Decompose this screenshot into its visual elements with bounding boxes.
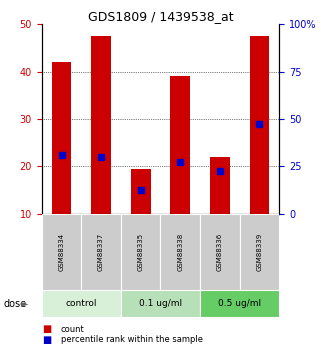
Bar [240,214,279,290]
Bar [200,214,240,290]
Bar [170,76,190,214]
Bar [210,157,230,214]
Text: ■: ■ [42,335,51,345]
Bar [131,169,151,214]
Title: GDS1809 / 1439538_at: GDS1809 / 1439538_at [88,10,233,23]
Bar [42,214,81,290]
Bar [42,290,121,317]
Text: GSM88338: GSM88338 [177,233,183,271]
Text: 0.1 ug/ml: 0.1 ug/ml [139,299,182,308]
Text: GSM88337: GSM88337 [98,233,104,271]
Text: percentile rank within the sample: percentile rank within the sample [61,335,203,344]
Bar [81,214,121,290]
Text: dose: dose [3,299,26,308]
Bar [91,36,111,214]
Text: ■: ■ [42,325,51,334]
Bar [200,290,279,317]
Text: GSM88335: GSM88335 [138,233,144,271]
Text: 0.5 ug/ml: 0.5 ug/ml [218,299,261,308]
Text: control: control [65,299,97,308]
Bar [121,214,160,290]
Bar [249,36,269,214]
Bar [52,62,71,214]
Text: ►: ► [21,299,28,308]
Text: GSM88339: GSM88339 [256,233,263,271]
Text: count: count [61,325,85,334]
Text: GSM88334: GSM88334 [58,233,65,271]
Bar [160,214,200,290]
Text: GSM88336: GSM88336 [217,233,223,271]
Bar [121,290,200,317]
